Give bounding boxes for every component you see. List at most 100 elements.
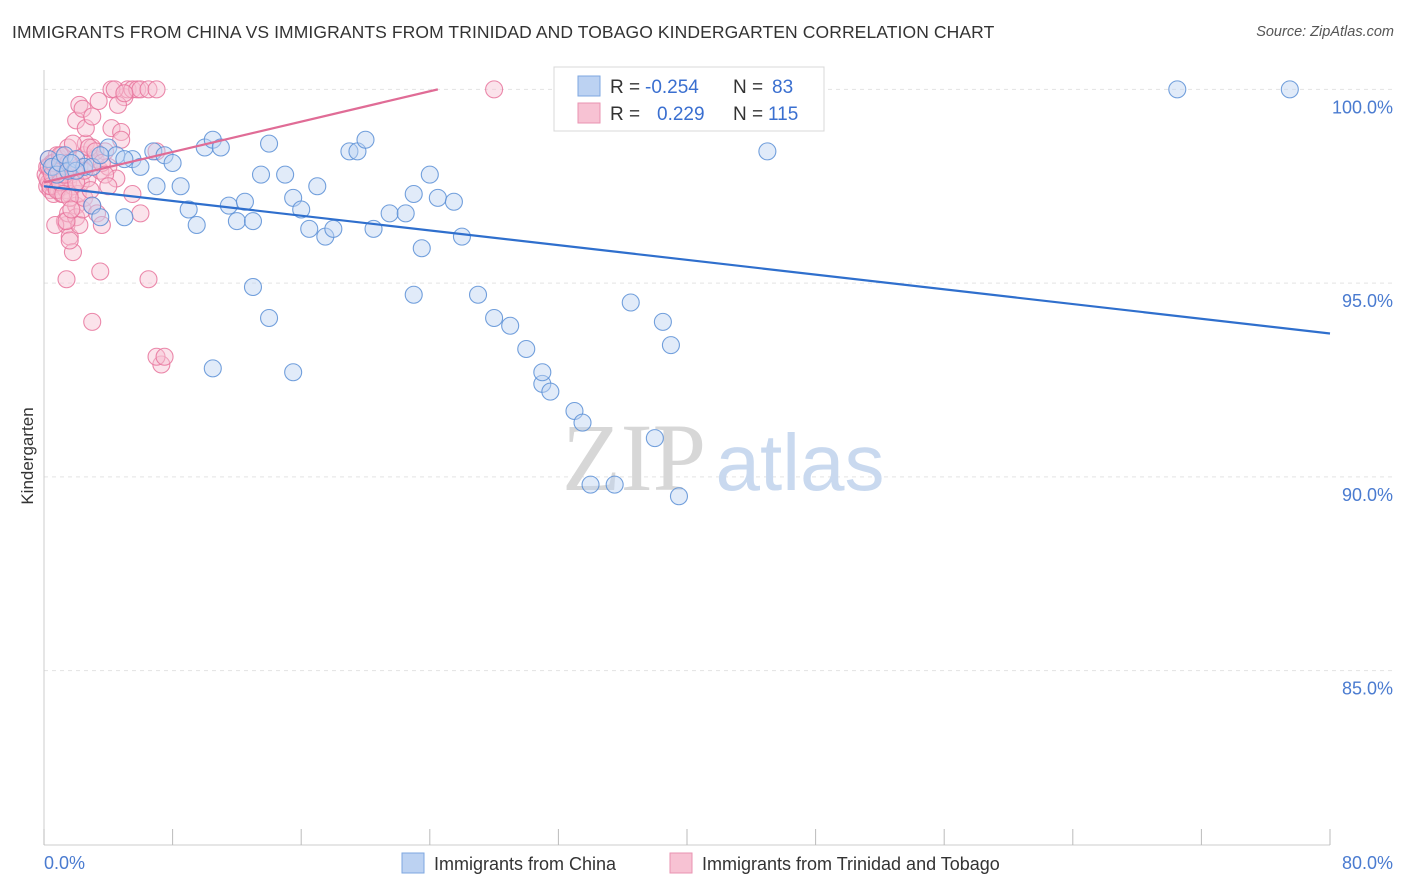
china-point-43 xyxy=(404,184,423,204)
tt-point-66 xyxy=(147,80,166,99)
tt-point-58 xyxy=(112,122,131,142)
tt-point-88 xyxy=(76,119,95,138)
china-point-59 xyxy=(621,293,640,312)
china-point-48 xyxy=(452,227,472,246)
tt-point-98 xyxy=(108,95,127,114)
china-point-18 xyxy=(171,177,190,196)
china-point-57 xyxy=(581,475,600,494)
tt-point-90 xyxy=(83,107,102,126)
china-point-47 xyxy=(444,192,463,211)
tt-point-33 xyxy=(63,243,82,262)
china-point-78 xyxy=(91,146,110,165)
bottom-legend-swatch-china xyxy=(401,852,425,874)
y-axis-label: Kindergarten xyxy=(18,407,37,504)
legend-swatch-tt xyxy=(577,102,601,124)
china-point-49 xyxy=(468,285,488,304)
bottom-legend-label-china: Immigrants from China xyxy=(434,854,617,874)
china-point-34 xyxy=(308,177,327,196)
china-point-9 xyxy=(91,208,110,227)
tt-point-80 xyxy=(57,212,76,231)
x-tick-label-1: 80.0% xyxy=(1342,853,1393,873)
china-point-33 xyxy=(300,219,319,238)
china-point-79 xyxy=(147,177,166,196)
tt-point-105 xyxy=(155,347,174,366)
china-point-60 xyxy=(645,429,664,448)
tt-point-83 xyxy=(62,200,81,219)
watermark: ZIP atlas xyxy=(562,404,884,511)
tt-point-30 xyxy=(60,227,79,246)
china-point-82 xyxy=(533,363,552,382)
china-point-63 xyxy=(669,487,689,506)
trend-lines xyxy=(43,88,1331,335)
legend-r-label-china: R = xyxy=(610,77,640,98)
legend-n-label-tt: N = xyxy=(733,104,763,125)
tt-point-100 xyxy=(115,84,134,103)
china-point-28 xyxy=(251,165,271,184)
tt-point-95 xyxy=(99,177,118,196)
tt-point-92 xyxy=(89,91,108,111)
legend-r-value-tt: 0.229 xyxy=(657,104,705,125)
china-point-54 xyxy=(541,382,560,401)
trend-line-china xyxy=(43,185,1331,335)
china-point-50 xyxy=(485,308,504,328)
china-point-39 xyxy=(356,130,375,149)
y-tick-label-3: 100.0% xyxy=(1332,97,1393,117)
china-point-29 xyxy=(259,134,279,153)
china-point-72 xyxy=(203,359,222,378)
china-point-27 xyxy=(243,212,263,231)
x-tick-labels: 0.0% 80.0% xyxy=(44,853,1393,873)
china-point-46 xyxy=(428,188,447,207)
china-point-44 xyxy=(412,239,431,258)
china-point-30 xyxy=(276,165,295,184)
china-point-58 xyxy=(605,475,624,494)
legend-n-label-china: N = xyxy=(733,77,763,98)
china-point-70 xyxy=(404,285,423,304)
axes xyxy=(43,70,1331,846)
tt-point-102 xyxy=(131,204,150,223)
china-point-19 xyxy=(179,200,198,219)
legend-n-value-china: 83 xyxy=(772,77,793,98)
tt-point-112 xyxy=(57,270,76,289)
tt-point-56 xyxy=(102,119,121,138)
tt-point-53 xyxy=(92,215,111,235)
bottom-legend-label-tt: Immigrants from Trinidad and Tobago xyxy=(702,854,1000,874)
china-point-12 xyxy=(115,208,134,227)
trend-line-tt xyxy=(43,88,439,184)
y-tick-label-1: 90.0% xyxy=(1342,485,1393,505)
china-point-20 xyxy=(187,215,206,235)
tt-point-97 xyxy=(105,80,124,99)
grid-lines xyxy=(44,88,1394,672)
china-point-65 xyxy=(758,142,777,161)
y-tick-label-0: 85.0% xyxy=(1342,679,1393,699)
series-trinidad-tobago xyxy=(36,80,504,374)
china-point-61 xyxy=(653,312,672,331)
china-point-81 xyxy=(1280,80,1299,99)
y-tick-label-2: 95.0% xyxy=(1342,291,1393,311)
legend-box: R = -0.254 N = 83 R = 0.229 N = 115 xyxy=(553,66,825,132)
china-point-62 xyxy=(661,336,680,355)
china-point-32 xyxy=(292,200,311,219)
bottom-legend: Immigrants from China Immigrants from Tr… xyxy=(401,852,1000,874)
china-point-80 xyxy=(1168,80,1187,99)
x-tick-label-0: 0.0% xyxy=(44,853,85,873)
china-point-56 xyxy=(573,413,592,432)
tt-point-103 xyxy=(139,270,158,289)
china-point-71 xyxy=(259,308,279,328)
china-point-45 xyxy=(420,165,439,184)
legend-r-value-china: -0.254 xyxy=(645,77,699,98)
china-point-51 xyxy=(501,316,520,335)
china-point-73 xyxy=(243,277,263,297)
tt-point-110 xyxy=(83,312,102,331)
china-point-17 xyxy=(163,153,182,173)
watermark-zip: ZIP xyxy=(562,404,706,511)
chart-title: IMMIGRANTS FROM CHINA VS IMMIGRANTS FROM… xyxy=(12,22,995,42)
y-tick-labels: 85.0% 90.0% 95.0% 100.0% xyxy=(1332,97,1393,698)
china-point-14 xyxy=(131,157,150,176)
tt-point-73 xyxy=(46,215,65,235)
legend-swatch-china xyxy=(577,75,601,97)
china-point-23 xyxy=(211,138,230,157)
bottom-legend-swatch-tt xyxy=(669,852,693,874)
china-point-36 xyxy=(324,219,343,238)
tt-point-113 xyxy=(60,231,79,250)
